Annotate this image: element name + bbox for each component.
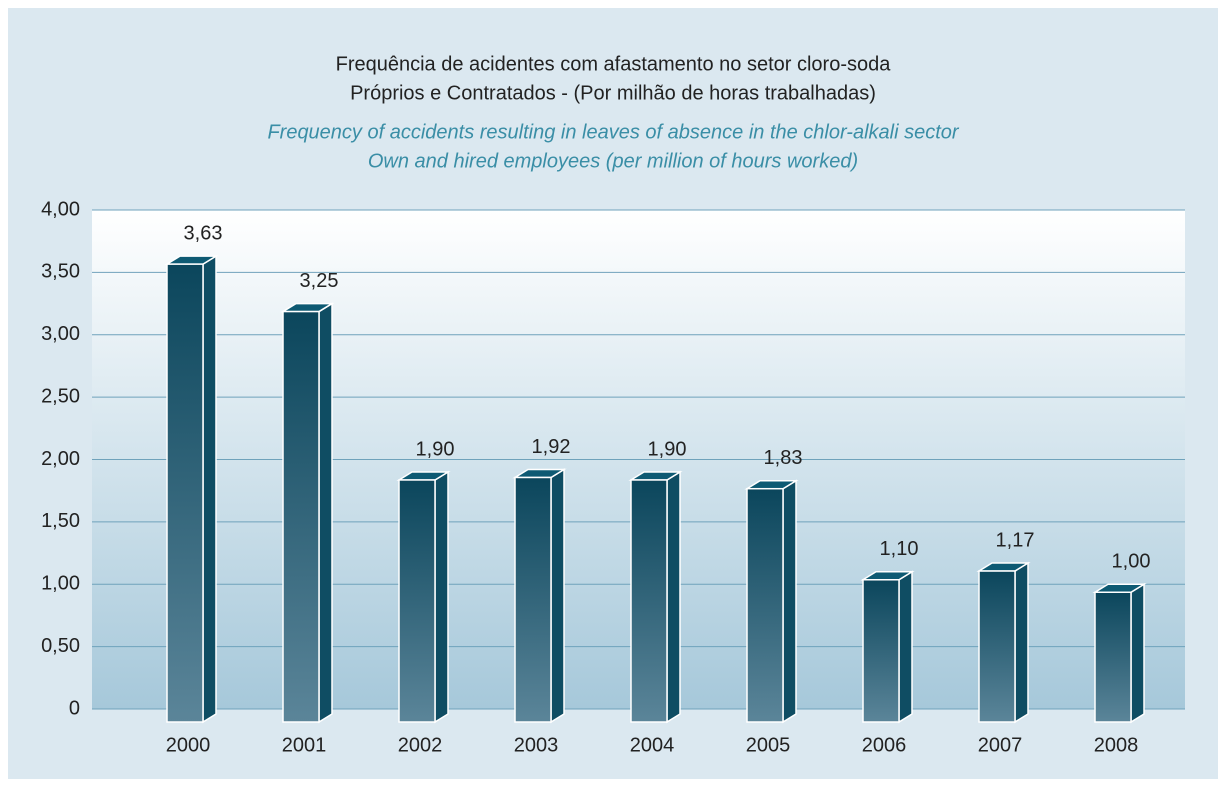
- bar-side: [1130, 582, 1145, 724]
- x-tick-label: 2008: [1094, 734, 1139, 756]
- y-tick-label: 3,00: [41, 323, 80, 345]
- bar-side: [666, 470, 681, 724]
- value-label: 1,17: [996, 529, 1035, 551]
- bar-side: [434, 470, 449, 724]
- bar: [282, 310, 320, 723]
- value-label: 3,63: [184, 222, 223, 244]
- subtitle-line: Frequency of accidents resulting in leav…: [267, 121, 959, 143]
- bar: [166, 263, 204, 723]
- bar: [398, 479, 436, 723]
- value-label: 1,10: [880, 538, 919, 560]
- value-label: 1,92: [532, 436, 571, 458]
- bar: [514, 476, 552, 723]
- x-tick-label: 2005: [746, 734, 791, 756]
- y-tick-label: 1,00: [41, 573, 80, 595]
- x-tick-label: 2001: [282, 734, 327, 756]
- value-label: 3,25: [300, 270, 339, 292]
- bar: [862, 579, 900, 723]
- title-line: Frequência de acidentes com afastamento …: [336, 53, 892, 75]
- y-tick-label: 2,00: [41, 448, 80, 470]
- x-tick-label: 2006: [862, 734, 907, 756]
- bar-side: [782, 479, 797, 724]
- y-tick-label: 4,00: [41, 198, 80, 220]
- bar-side: [550, 468, 565, 724]
- x-tick-label: 2000: [166, 734, 211, 756]
- subtitle-line: Own and hired employees (per million of …: [368, 150, 858, 172]
- y-tick-label: 0,50: [41, 635, 80, 657]
- bar: [630, 479, 668, 723]
- bar-side: [1014, 561, 1029, 724]
- value-label: 1,90: [416, 438, 455, 460]
- value-label: 1,83: [764, 447, 803, 469]
- value-label: 1,00: [1112, 551, 1151, 573]
- bar: [978, 570, 1016, 723]
- x-tick-label: 2003: [514, 734, 559, 756]
- bar-side: [202, 254, 217, 724]
- x-tick-label: 2004: [630, 734, 675, 756]
- title-line: Próprios e Contratados - (Por milhão de …: [350, 82, 876, 104]
- bar-side: [318, 302, 333, 724]
- y-tick-label: 2,50: [41, 385, 80, 407]
- bar: [1094, 591, 1132, 723]
- value-label: 1,90: [648, 438, 687, 460]
- y-tick-label: 3,50: [41, 261, 80, 283]
- bar-side: [898, 570, 913, 724]
- y-tick-label: 1,50: [41, 510, 80, 532]
- x-tick-label: 2002: [398, 734, 443, 756]
- bar: [746, 487, 784, 723]
- x-tick-label: 2007: [978, 734, 1023, 756]
- y-tick-label: 0: [69, 697, 80, 719]
